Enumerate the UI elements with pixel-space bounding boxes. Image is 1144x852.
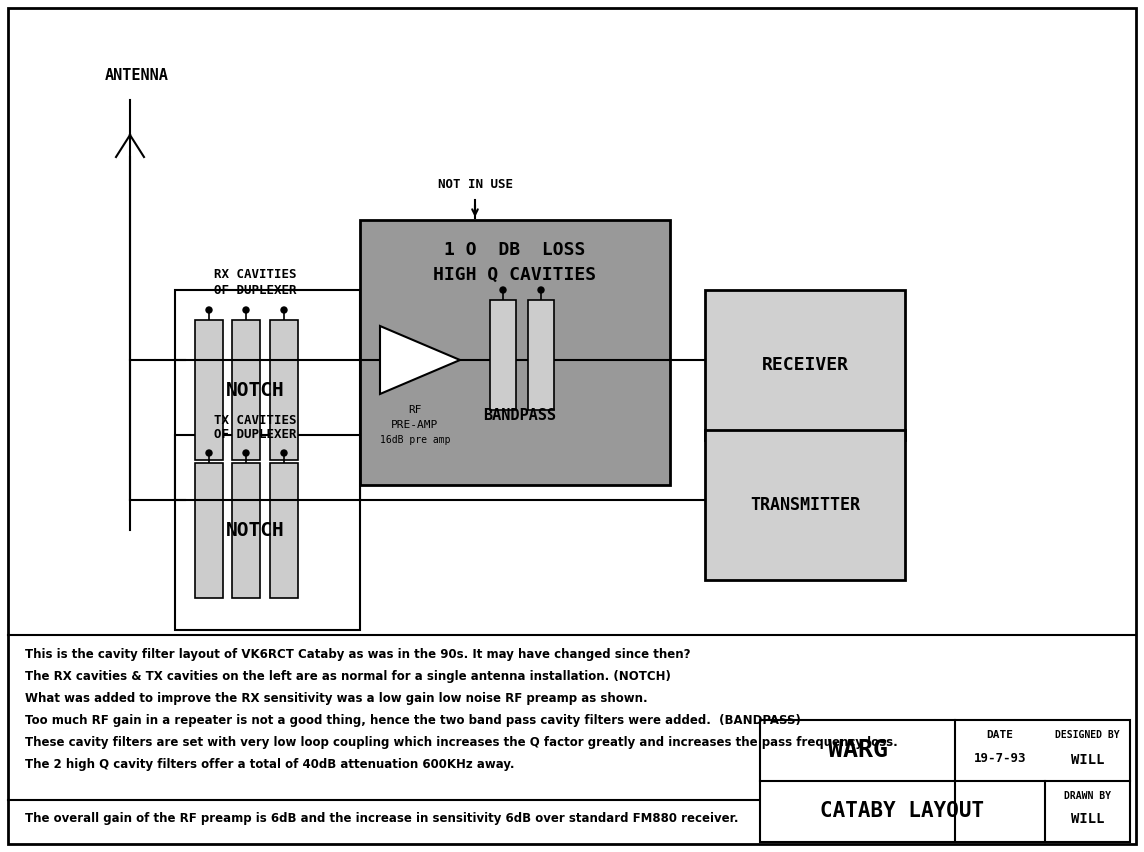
Circle shape xyxy=(500,287,506,293)
Bar xyxy=(175,290,360,500)
Bar xyxy=(194,463,223,598)
Circle shape xyxy=(206,307,212,313)
Text: OF DUPLEXER: OF DUPLEXER xyxy=(214,429,296,441)
Circle shape xyxy=(243,450,249,456)
Text: The 2 high Q cavity filters offer a total of 40dB attenuation 600KHz away.: The 2 high Q cavity filters offer a tota… xyxy=(25,758,515,771)
Text: CATABY LAYOUT: CATABY LAYOUT xyxy=(820,801,985,821)
Text: PRE-AMP: PRE-AMP xyxy=(391,420,438,430)
Text: DATE: DATE xyxy=(986,730,1014,740)
Text: What was added to improve the RX sensitivity was a low gain low noise RF preamp : What was added to improve the RX sensiti… xyxy=(25,692,648,705)
Text: RECEIVER: RECEIVER xyxy=(762,356,849,374)
Text: TRANSMITTER: TRANSMITTER xyxy=(750,496,860,514)
Text: 19-7-93: 19-7-93 xyxy=(974,751,1026,764)
Polygon shape xyxy=(380,326,460,394)
Text: The overall gain of the RF preamp is 6dB and the increase in sensitivity 6dB ove: The overall gain of the RF preamp is 6dB… xyxy=(25,812,739,825)
Text: WILL: WILL xyxy=(1071,812,1104,826)
Bar xyxy=(232,320,260,460)
Text: RX CAVITIES: RX CAVITIES xyxy=(214,268,296,281)
Text: 1 O  DB  LOSS: 1 O DB LOSS xyxy=(444,241,586,259)
Text: Too much RF gain in a repeater is not a good thing, hence the two band pass cavi: Too much RF gain in a repeater is not a … xyxy=(25,714,801,727)
Bar xyxy=(705,430,905,580)
Text: RF: RF xyxy=(408,405,422,415)
Circle shape xyxy=(538,287,545,293)
Circle shape xyxy=(281,307,287,313)
Text: ANTENNA: ANTENNA xyxy=(105,67,169,83)
Bar xyxy=(232,463,260,598)
Bar xyxy=(490,300,516,410)
Text: WARG: WARG xyxy=(827,738,888,762)
Text: These cavity filters are set with very low loop coupling which increases the Q f: These cavity filters are set with very l… xyxy=(25,736,898,749)
Bar xyxy=(194,320,223,460)
Bar xyxy=(529,300,554,410)
Text: DRAWN BY: DRAWN BY xyxy=(1064,791,1111,801)
Bar xyxy=(760,720,1130,842)
Text: This is the cavity filter layout of VK6RCT Cataby as was in the 90s. It may have: This is the cavity filter layout of VK6R… xyxy=(25,648,691,661)
Text: NOT IN USE: NOT IN USE xyxy=(437,179,513,192)
Bar xyxy=(360,220,670,485)
Bar xyxy=(175,435,360,630)
Text: NOTCH: NOTCH xyxy=(225,381,285,400)
Circle shape xyxy=(206,450,212,456)
Circle shape xyxy=(281,450,287,456)
Bar xyxy=(705,290,905,440)
Circle shape xyxy=(243,307,249,313)
Text: 16dB pre amp: 16dB pre amp xyxy=(380,435,451,445)
Text: NOTCH: NOTCH xyxy=(225,521,285,539)
Text: HIGH Q CAVITIES: HIGH Q CAVITIES xyxy=(434,266,596,284)
Text: OF DUPLEXER: OF DUPLEXER xyxy=(214,284,296,296)
Text: The RX cavities & TX cavities on the left are as normal for a single antenna ins: The RX cavities & TX cavities on the lef… xyxy=(25,670,670,683)
Text: TX CAVITIES: TX CAVITIES xyxy=(214,413,296,427)
Text: BANDPASS: BANDPASS xyxy=(484,407,556,423)
Text: WILL: WILL xyxy=(1071,753,1104,767)
Text: DESIGNED BY: DESIGNED BY xyxy=(1055,730,1120,740)
Bar xyxy=(270,463,297,598)
Bar xyxy=(270,320,297,460)
